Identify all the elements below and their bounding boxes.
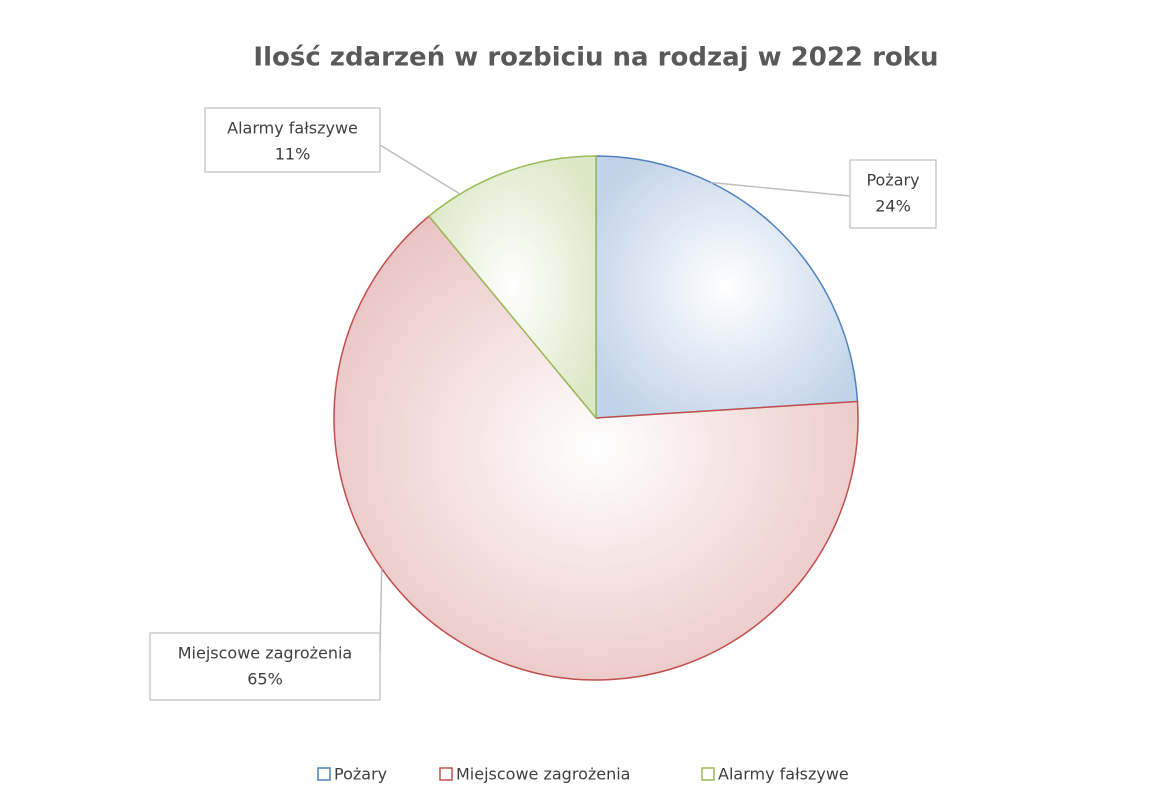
leader-line	[379, 144, 461, 195]
slice-label: Alarmy fałszywe	[227, 119, 358, 138]
leader-line	[710, 181, 851, 197]
legend-label: Alarmy fałszywe	[718, 765, 849, 784]
legend-label: Miejscowe zagrożenia	[456, 765, 630, 784]
slice-value: 65%	[247, 670, 283, 689]
label-box	[849, 159, 937, 229]
label-box	[204, 107, 381, 173]
legend-label: Pożary	[334, 765, 387, 784]
legend-swatch	[317, 767, 331, 781]
slice-value: 24%	[875, 197, 911, 216]
pie-slice	[595, 155, 859, 419]
pie-slice	[333, 215, 859, 681]
pie-slice	[427, 155, 597, 421]
legend-swatch	[439, 767, 453, 781]
slice-value: 11%	[275, 145, 311, 164]
chart-title: Ilość zdarzeń w rozbiciu na rodzaj w 202…	[253, 43, 938, 73]
legend-swatch	[701, 767, 715, 781]
slice-label: Miejscowe zagrożenia	[178, 644, 352, 663]
label-box	[149, 632, 381, 701]
slice-label: Pożary	[866, 171, 919, 190]
